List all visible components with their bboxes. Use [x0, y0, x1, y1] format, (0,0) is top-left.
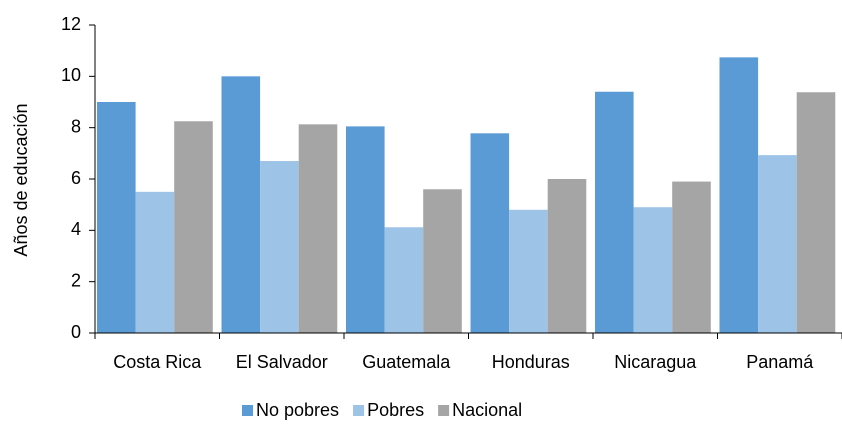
x-tick-label: Costa Rica — [113, 352, 202, 372]
x-tick-label: Nicaragua — [614, 352, 697, 372]
y-tick-label: 6 — [71, 168, 81, 188]
legend-swatch — [353, 405, 365, 416]
y-tick-label: 0 — [71, 322, 81, 342]
legend-swatch — [438, 405, 450, 416]
bar — [135, 191, 175, 333]
bar — [509, 209, 548, 333]
bar — [672, 181, 711, 333]
bar — [633, 207, 673, 333]
legend-swatch — [242, 405, 253, 416]
bar — [423, 189, 462, 333]
bar — [470, 133, 510, 333]
y-tick-label: 8 — [71, 116, 81, 136]
bar — [346, 126, 385, 333]
y-axis-label: Años de educación — [11, 103, 31, 256]
x-tick-label: Guatemala — [362, 352, 451, 372]
bar — [97, 102, 136, 333]
y-tick-label: 10 — [61, 65, 81, 85]
bar — [547, 179, 587, 333]
x-tick-label: Honduras — [492, 352, 570, 372]
bar — [595, 91, 634, 333]
bar — [384, 227, 424, 333]
bar — [174, 121, 213, 333]
bar — [719, 57, 759, 334]
x-tick-label: Panamá — [746, 352, 814, 372]
bar — [221, 76, 261, 333]
bar — [260, 161, 299, 333]
y-tick-label: 4 — [71, 219, 81, 239]
legend-label: Pobres — [367, 400, 424, 420]
y-tick-label: 2 — [71, 270, 81, 290]
bar — [758, 155, 797, 333]
y-tick-label: 12 — [61, 14, 81, 34]
legend-label: No pobres — [256, 400, 339, 420]
bar — [298, 124, 338, 333]
bar — [796, 92, 836, 333]
x-tick-label: El Salvador — [236, 352, 328, 372]
legend-label: Nacional — [452, 400, 522, 420]
